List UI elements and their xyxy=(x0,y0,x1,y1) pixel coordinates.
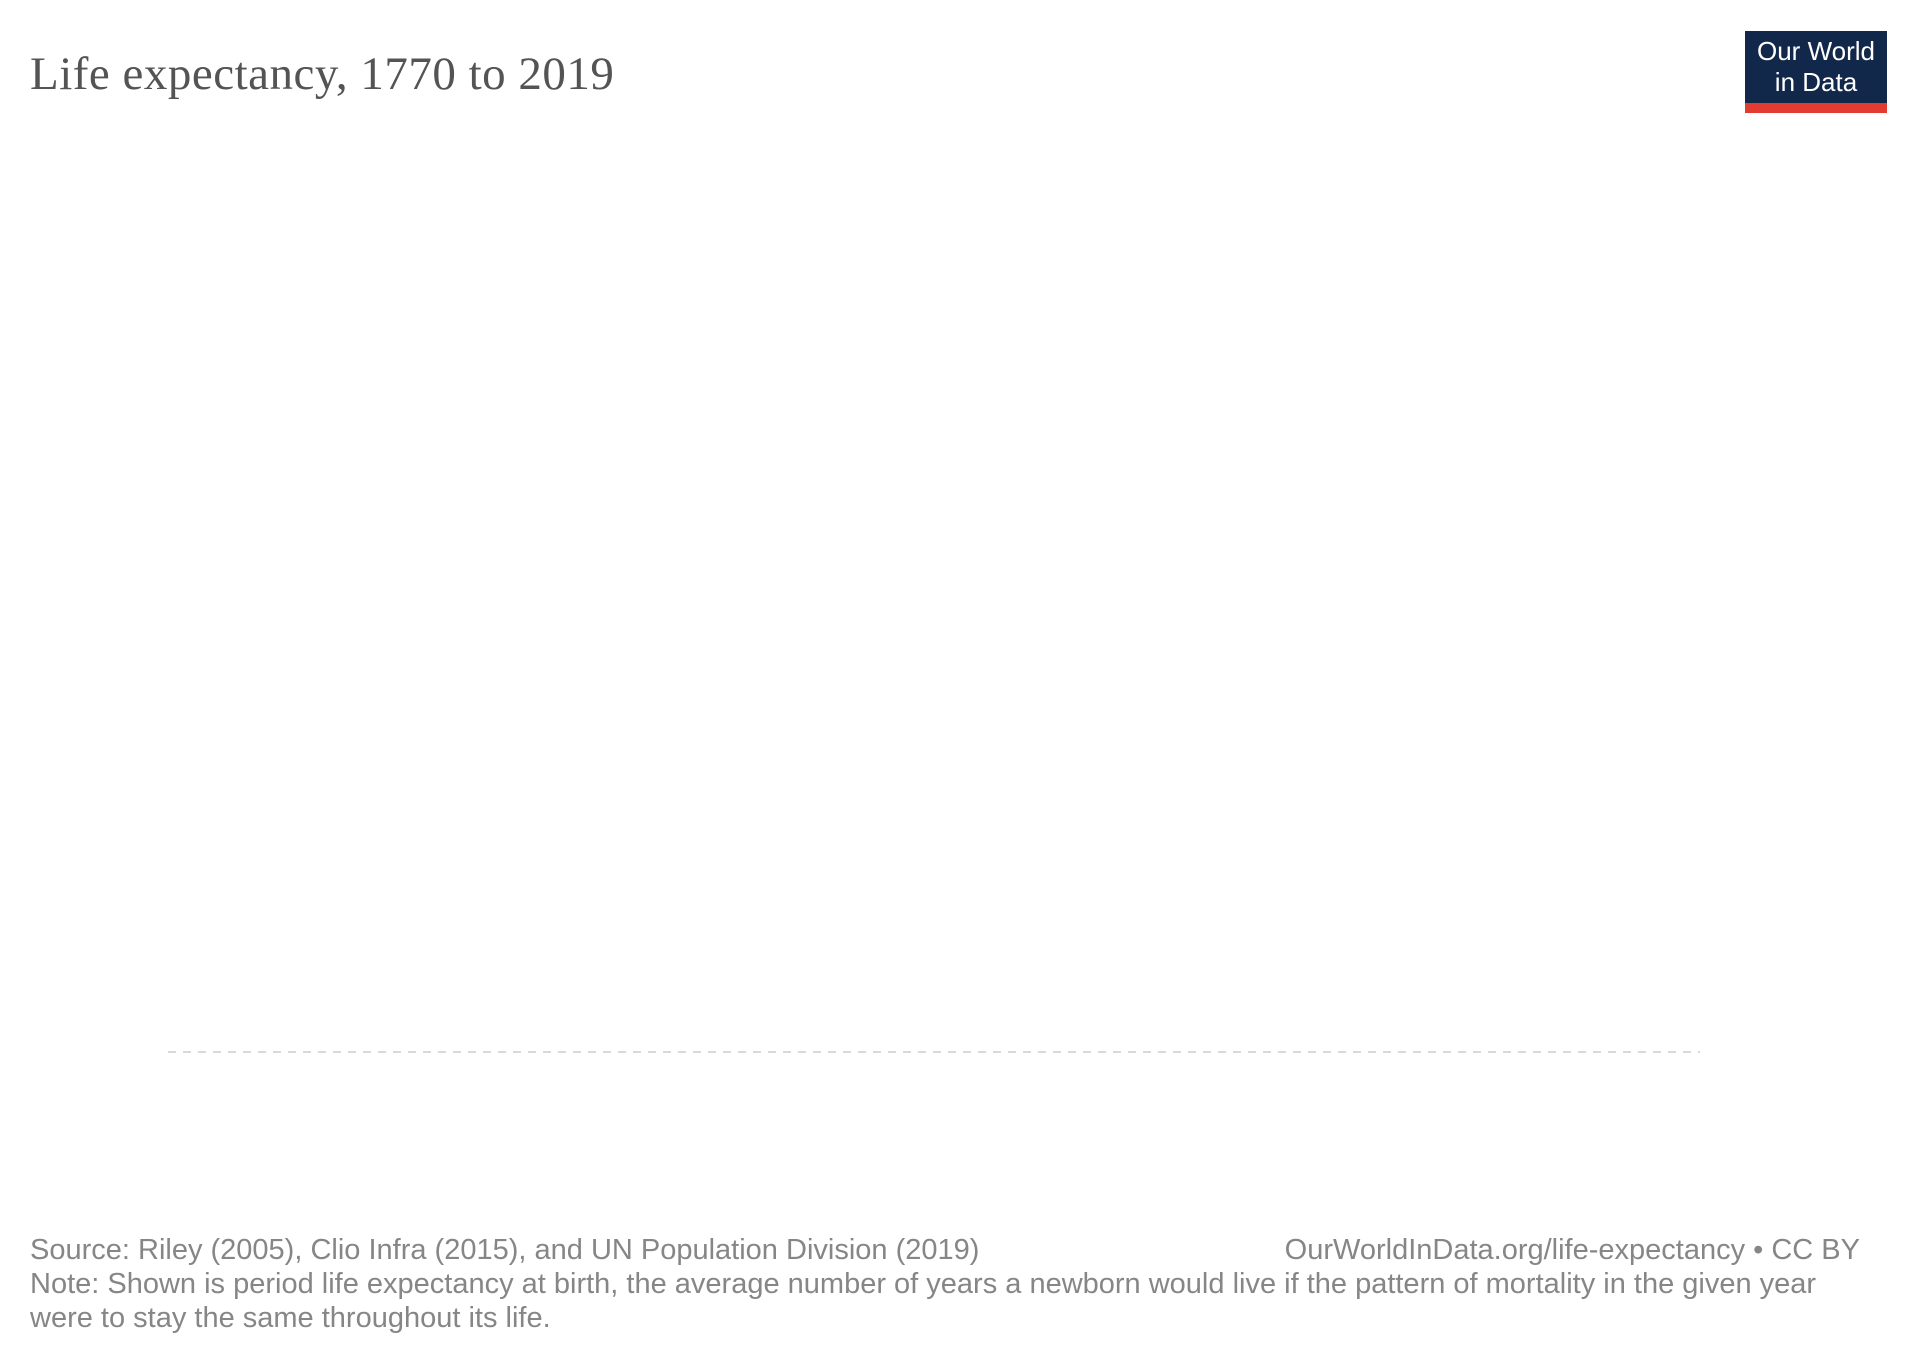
note-text-line2: were to stay the same throughout its lif… xyxy=(30,1302,551,1334)
source-text: Source: Riley (2005), Clio Infra (2015),… xyxy=(30,1234,980,1266)
page-title: Life expectancy, 1770 to 2019 xyxy=(30,48,615,101)
note-text-line1: Note: Shown is period life expectancy at… xyxy=(30,1268,1817,1300)
owid-logo[interactable]: Our World in Data xyxy=(1745,31,1887,113)
owid-logo-line2: in Data xyxy=(1774,67,1858,97)
owid-logo-line1: Our World xyxy=(1757,36,1875,66)
footer-row: Source: Riley (2005), Clio Infra (2015),… xyxy=(30,1234,1860,1267)
attribution-link[interactable]: OurWorldInData.org/life-expectancy • CC … xyxy=(1284,1234,1860,1266)
chart-footer: Source: Riley (2005), Clio Infra (2015),… xyxy=(30,1234,1860,1335)
